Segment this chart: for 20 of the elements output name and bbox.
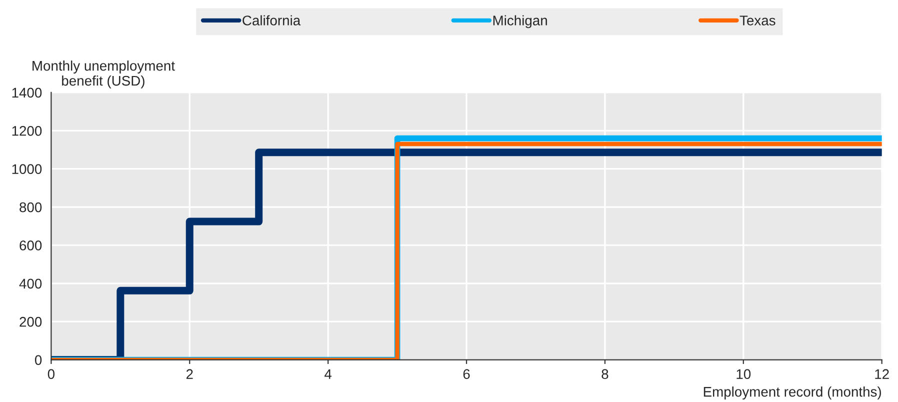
x-tick-label: 4 xyxy=(324,369,332,379)
y-tick-label: 400 xyxy=(19,278,42,289)
y-tick-label: 800 xyxy=(20,202,42,212)
y-tick-label: 0 xyxy=(34,355,42,365)
legend-label: Texas xyxy=(740,16,776,26)
y-tick-label: 600 xyxy=(20,240,42,250)
x-tick-label: 12 xyxy=(875,369,889,379)
x-tick-label: 0 xyxy=(48,369,55,380)
legend-label: California xyxy=(242,15,301,26)
x-axis-title: Employment record (months) xyxy=(704,386,881,400)
y-axis-title: Monthly unemployment benefit (USD) xyxy=(32,60,175,88)
y-tick-label: 1400 xyxy=(12,88,42,98)
y-tick-label: 200 xyxy=(20,316,42,327)
x-tick-label: 8 xyxy=(602,369,608,380)
x-tick-label: 10 xyxy=(736,369,751,380)
y-tick-label: 1000 xyxy=(12,164,42,174)
y-tick-label: 1200 xyxy=(12,126,42,136)
x-tick-label: 6 xyxy=(463,369,470,380)
legend-label: Michigan xyxy=(493,15,547,28)
x-tick-label: 2 xyxy=(186,369,193,379)
